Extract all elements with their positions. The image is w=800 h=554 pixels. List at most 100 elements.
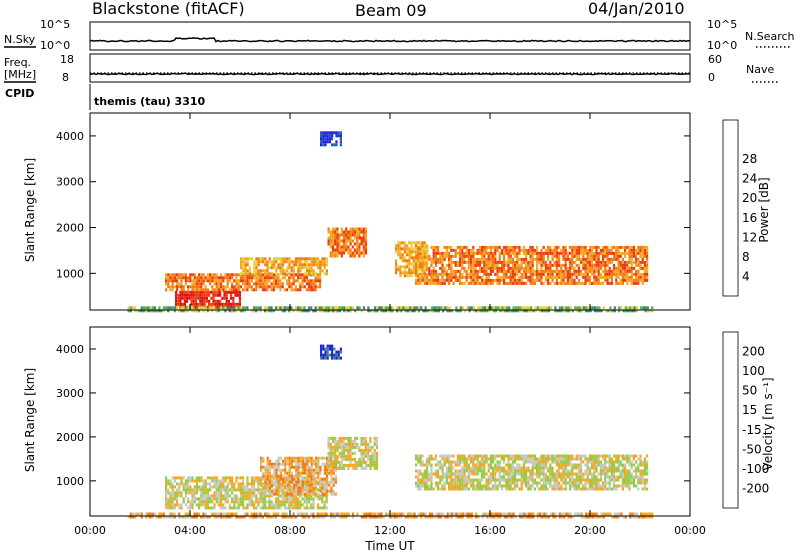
- power-cell: [321, 309, 324, 313]
- power-cell: [240, 260, 243, 264]
- power-cell: [461, 257, 464, 261]
- velocity-cell: [569, 478, 572, 482]
- power-cell: [198, 276, 201, 280]
- velocity-cell: [252, 515, 256, 519]
- velocity-cell: [553, 481, 556, 485]
- power-cell: [411, 306, 414, 310]
- power-cell: [575, 251, 578, 255]
- power-cell: [198, 273, 201, 277]
- velocity-cell: [290, 515, 293, 519]
- power-cell: [498, 257, 501, 261]
- power-cell: [494, 272, 497, 276]
- power-cell: [220, 273, 223, 277]
- velocity-cell: [282, 477, 285, 481]
- power-cell: [252, 309, 256, 313]
- velocity-cell: [430, 463, 433, 467]
- power-cell: [566, 281, 569, 285]
- power-cell: [607, 309, 610, 313]
- power-cell: [518, 263, 521, 267]
- velocity-cell: [487, 457, 490, 461]
- power-cell: [470, 254, 473, 258]
- power-cell: [165, 273, 168, 277]
- velocity-cell: [347, 451, 350, 455]
- velocity-cell: [522, 457, 525, 461]
- velocity-cell: [349, 460, 352, 464]
- velocity-cell: [297, 497, 300, 501]
- velocity-cell: [492, 484, 495, 488]
- velocity-cell: [235, 515, 238, 519]
- power-cell: [597, 266, 600, 270]
- power-cell: [323, 272, 326, 276]
- velocity-cell: [518, 463, 521, 467]
- velocity-cell: [312, 497, 315, 501]
- velocity-cell: [575, 475, 578, 479]
- velocity-cell: [349, 436, 352, 440]
- power-cell: [606, 260, 609, 264]
- power-cell: [142, 306, 146, 310]
- velocity-cell: [558, 469, 561, 473]
- velocity-cell: [286, 494, 289, 498]
- velocity-cell: [260, 459, 263, 463]
- power-cell: [626, 269, 629, 273]
- velocity-cell: [448, 454, 451, 458]
- power-cell: [587, 306, 590, 310]
- power-cell: [619, 266, 622, 270]
- velocity-cell: [621, 463, 624, 467]
- power-cell: [531, 272, 534, 276]
- power-cell: [573, 269, 576, 273]
- velocity-cell: [306, 477, 309, 481]
- velocity-cell: [301, 465, 304, 469]
- velocity-cell: [321, 512, 324, 516]
- velocity-cell: [610, 463, 613, 467]
- power-cell: [635, 254, 638, 258]
- power-cell: [171, 279, 174, 283]
- power-cell: [571, 260, 574, 264]
- velocity-cell: [200, 497, 203, 501]
- velocity-cell: [498, 484, 501, 488]
- velocity-cell: [588, 460, 591, 464]
- velocity-cell: [437, 472, 440, 476]
- velocity-cell: [307, 515, 311, 519]
- velocity-cell: [639, 481, 642, 485]
- velocity-cell: [474, 463, 477, 467]
- power-cell: [184, 273, 187, 277]
- power-cell: [494, 260, 497, 264]
- power-cell: [206, 288, 209, 292]
- velocity-cell: [595, 475, 598, 479]
- power-cell: [314, 288, 317, 292]
- power-cell: [621, 272, 624, 276]
- power-cell: [511, 248, 514, 252]
- power-cell: [454, 251, 457, 255]
- power-cell: [316, 273, 319, 277]
- power-cell: [194, 299, 197, 303]
- power-cell: [270, 276, 273, 280]
- velocity-cell: [628, 478, 631, 482]
- power-cell: [220, 276, 223, 280]
- velocity-cell: [643, 457, 646, 461]
- power-cell: [445, 272, 448, 276]
- velocity-cell: [531, 460, 534, 464]
- velocity-cell: [419, 487, 422, 491]
- power-cell: [244, 260, 247, 264]
- velocity-cell: [639, 460, 642, 464]
- velocity-cell: [167, 503, 170, 507]
- power-cell: [428, 281, 431, 285]
- power-cell: [555, 245, 558, 249]
- velocity-cell: [628, 472, 631, 476]
- velocity-cell: [325, 500, 328, 504]
- power-cell: [536, 269, 539, 273]
- velocity-cell: [360, 454, 363, 458]
- power-cell: [338, 242, 341, 246]
- velocity-cell: [467, 457, 470, 461]
- power-cell: [360, 242, 363, 246]
- velocity-cell: [336, 512, 339, 516]
- power-cell: [604, 309, 608, 313]
- velocity-cell: [558, 481, 561, 485]
- velocity-cell: [522, 469, 525, 473]
- velocity-cell: [239, 494, 242, 498]
- power-cell: [417, 253, 420, 257]
- velocity-cell: [271, 477, 274, 481]
- velocity-cell: [529, 478, 532, 482]
- power-cell: [297, 279, 300, 283]
- power-cell: [489, 269, 492, 273]
